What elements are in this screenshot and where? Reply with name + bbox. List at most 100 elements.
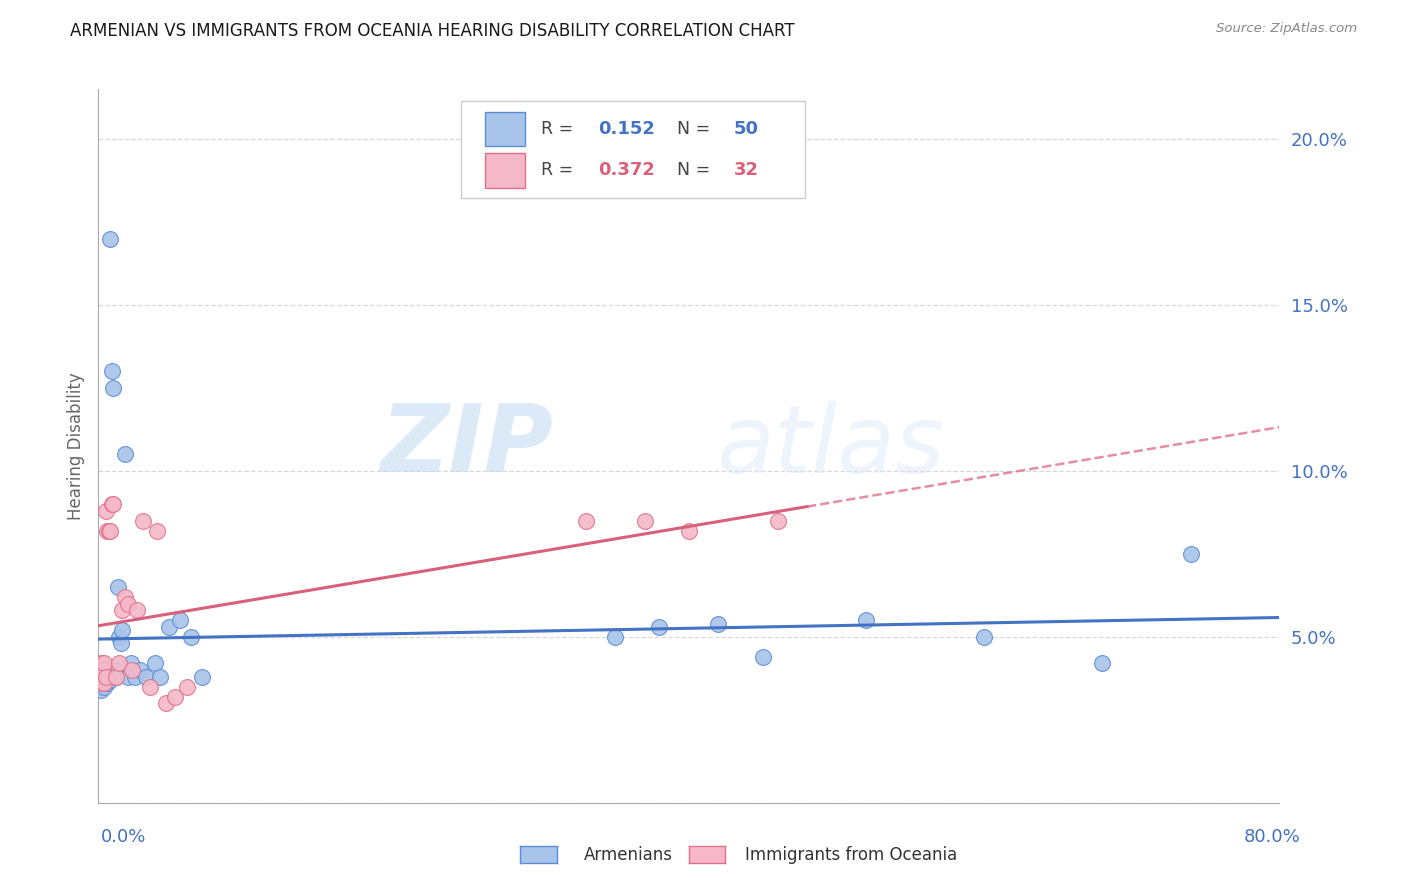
Point bbox=[191, 670, 214, 684]
Point bbox=[94, 670, 117, 684]
Point bbox=[135, 670, 157, 684]
Point bbox=[146, 524, 169, 538]
Point bbox=[91, 670, 114, 684]
Text: Immigrants from Oceania: Immigrants from Oceania bbox=[745, 846, 957, 863]
FancyBboxPatch shape bbox=[485, 112, 524, 146]
Point bbox=[855, 613, 877, 627]
Point bbox=[97, 670, 120, 684]
Text: atlas: atlas bbox=[717, 401, 945, 491]
Point bbox=[100, 364, 122, 378]
Point bbox=[1091, 657, 1114, 671]
Point bbox=[124, 670, 146, 684]
Point bbox=[574, 514, 596, 528]
Text: 50: 50 bbox=[734, 120, 759, 138]
Point bbox=[111, 603, 134, 617]
Point bbox=[105, 670, 128, 684]
Point bbox=[93, 657, 115, 671]
Point bbox=[176, 680, 198, 694]
Point bbox=[103, 497, 125, 511]
Point bbox=[89, 680, 111, 694]
Point bbox=[139, 680, 162, 694]
Point bbox=[97, 663, 120, 677]
Point bbox=[707, 616, 730, 631]
Point bbox=[90, 657, 112, 671]
Point bbox=[93, 676, 115, 690]
Point bbox=[125, 603, 148, 617]
Point bbox=[114, 447, 136, 461]
FancyBboxPatch shape bbox=[461, 102, 804, 198]
Point bbox=[605, 630, 627, 644]
Point bbox=[149, 670, 172, 684]
Point bbox=[90, 676, 112, 690]
Text: 32: 32 bbox=[734, 161, 759, 179]
Point bbox=[89, 670, 111, 684]
FancyBboxPatch shape bbox=[485, 153, 524, 187]
Text: N =: N = bbox=[678, 161, 716, 179]
Point bbox=[165, 690, 187, 704]
Point bbox=[98, 524, 121, 538]
Point bbox=[90, 670, 112, 684]
Point bbox=[90, 682, 112, 697]
Text: ZIP: ZIP bbox=[380, 400, 553, 492]
Point bbox=[97, 524, 120, 538]
Point bbox=[111, 624, 134, 638]
Point bbox=[121, 663, 143, 677]
Point bbox=[93, 680, 115, 694]
Point bbox=[1180, 547, 1202, 561]
Point bbox=[105, 670, 128, 684]
Point bbox=[104, 663, 127, 677]
Point bbox=[96, 676, 118, 690]
Point bbox=[114, 590, 136, 604]
Point bbox=[91, 666, 114, 681]
Point bbox=[132, 514, 155, 528]
Text: Source: ZipAtlas.com: Source: ZipAtlas.com bbox=[1216, 22, 1357, 36]
Point bbox=[91, 676, 114, 690]
Point bbox=[973, 630, 995, 644]
Text: 0.152: 0.152 bbox=[598, 120, 655, 138]
Point bbox=[120, 657, 142, 671]
Point bbox=[91, 670, 114, 684]
Point bbox=[107, 580, 129, 594]
Point bbox=[766, 514, 789, 528]
Point bbox=[96, 663, 118, 677]
Point bbox=[751, 649, 773, 664]
Point bbox=[90, 663, 112, 677]
Point bbox=[89, 670, 111, 684]
Point bbox=[89, 663, 111, 677]
Point bbox=[93, 663, 115, 677]
Text: Armenians: Armenians bbox=[583, 846, 672, 863]
Point bbox=[678, 524, 700, 538]
Text: R =: R = bbox=[541, 120, 579, 138]
Point bbox=[100, 497, 122, 511]
Point bbox=[169, 613, 191, 627]
Point bbox=[94, 666, 117, 681]
Y-axis label: Hearing Disability: Hearing Disability bbox=[66, 372, 84, 520]
Point bbox=[108, 657, 131, 671]
Point bbox=[94, 504, 117, 518]
Text: N =: N = bbox=[678, 120, 716, 138]
Point bbox=[117, 597, 139, 611]
Point bbox=[90, 676, 112, 690]
Point bbox=[180, 630, 202, 644]
Point bbox=[93, 673, 115, 687]
Point bbox=[128, 663, 150, 677]
Point bbox=[94, 670, 117, 684]
Point bbox=[98, 231, 121, 245]
Point bbox=[110, 636, 132, 650]
Point bbox=[633, 514, 655, 528]
Point bbox=[648, 620, 671, 634]
Point bbox=[94, 676, 117, 690]
Point bbox=[96, 524, 118, 538]
Text: ARMENIAN VS IMMIGRANTS FROM OCEANIA HEARING DISABILITY CORRELATION CHART: ARMENIAN VS IMMIGRANTS FROM OCEANIA HEAR… bbox=[70, 22, 794, 40]
Point bbox=[143, 657, 166, 671]
Point bbox=[117, 670, 139, 684]
Text: 0.0%: 0.0% bbox=[101, 828, 146, 846]
Point bbox=[155, 696, 177, 710]
Text: 80.0%: 80.0% bbox=[1244, 828, 1301, 846]
Point bbox=[108, 630, 131, 644]
Point bbox=[103, 381, 125, 395]
Text: 0.372: 0.372 bbox=[598, 161, 655, 179]
Point bbox=[157, 620, 180, 634]
Point bbox=[98, 673, 121, 687]
Text: R =: R = bbox=[541, 161, 579, 179]
